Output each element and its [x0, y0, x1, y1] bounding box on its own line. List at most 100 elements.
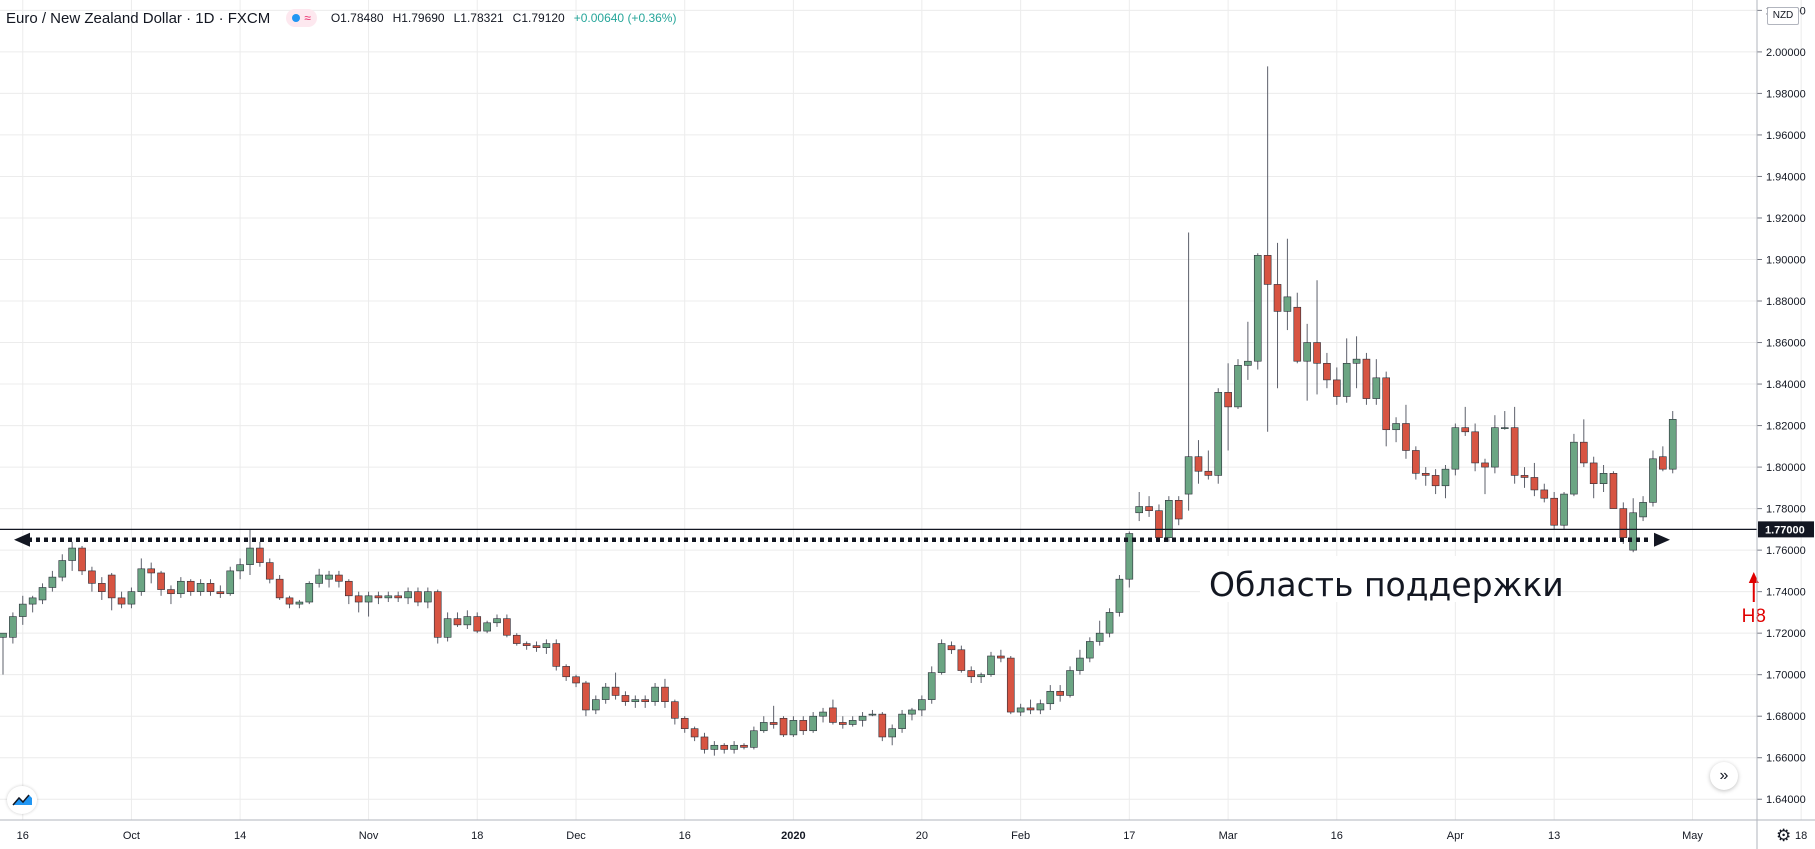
annotation-text-bg: [1200, 556, 1546, 602]
candle-body-down: [1609, 473, 1618, 509]
candle: [552, 639, 561, 671]
candle: [246, 529, 254, 576]
candle: [1540, 483, 1549, 503]
candle: [58, 554, 67, 582]
candle-body-up: [1283, 296, 1292, 312]
candle: [1036, 699, 1045, 715]
candle: [1006, 656, 1015, 715]
candle: [1224, 363, 1232, 451]
candle: [1095, 620, 1104, 646]
candle: [433, 589, 442, 644]
candle-body-down: [1323, 362, 1331, 381]
candle: [0, 632, 7, 675]
candle-body-down: [167, 589, 175, 595]
x-tick-label: Oct: [123, 830, 140, 842]
high-value: H1.79690: [392, 11, 445, 25]
candle-body-up: [1105, 612, 1114, 634]
gear-icon[interactable]: ⚙: [1776, 826, 1792, 845]
candle-body-up: [927, 672, 936, 700]
candle: [532, 641, 541, 652]
tradingview-logo-icon[interactable]: [7, 786, 37, 814]
candle: [690, 726, 699, 742]
candle-body-up: [542, 643, 551, 648]
candle: [591, 695, 600, 715]
candle-body-up: [1046, 690, 1055, 705]
candle-body-down: [285, 597, 294, 605]
candle-body-down: [1402, 423, 1410, 451]
instrument-title: Euro / New Zealand Dollar · 1D · FXCM: [6, 9, 271, 27]
y-tick-label: 1.94000: [1766, 171, 1806, 183]
candle: [987, 651, 995, 677]
candle-body-up: [1234, 365, 1242, 408]
open-value: O1.78480: [330, 11, 384, 25]
candle-body-up: [1668, 419, 1677, 470]
scroll-to-latest-icon[interactable]: »: [1710, 762, 1738, 790]
candle-body-up: [710, 744, 719, 750]
candle-body-down: [522, 643, 531, 646]
candle: [522, 641, 531, 650]
candle-body-up: [1086, 641, 1094, 659]
candle-body-down: [621, 695, 630, 702]
candle-body-up: [127, 591, 136, 605]
candle-body-up: [987, 655, 995, 675]
candle: [582, 680, 590, 717]
candle: [641, 695, 650, 708]
candle: [78, 545, 86, 576]
h8-marker-label: H8: [1742, 606, 1766, 627]
candle-body-down: [1471, 431, 1479, 464]
currency-badge[interactable]: NZD: [1767, 7, 1799, 25]
candle-body-up: [463, 616, 472, 626]
candle-body-up: [1184, 456, 1193, 495]
candle-body-down: [335, 574, 343, 582]
support-area-label: Область поддержки: [1209, 565, 1564, 604]
candle: [621, 691, 630, 706]
candle: [730, 741, 738, 754]
candle: [769, 705, 778, 729]
candle: [1076, 649, 1084, 675]
candle: [680, 716, 689, 733]
candle-body-up: [1016, 707, 1025, 713]
candle: [1174, 496, 1183, 526]
candle-body-down: [186, 580, 195, 592]
candle: [98, 577, 106, 600]
candle-body-down: [453, 618, 462, 626]
candle-body-up: [18, 603, 27, 617]
candle: [117, 591, 126, 609]
x-tick-label: Mar: [1219, 830, 1238, 842]
x-tick-label: 14: [234, 830, 246, 842]
x-tick-label: Apr: [1447, 830, 1464, 842]
candle-body-down: [1263, 255, 1272, 285]
candle: [68, 541, 76, 571]
candle: [127, 587, 136, 609]
candle: [1580, 419, 1588, 468]
visibility-toggle-icon[interactable]: ≈: [286, 9, 317, 27]
candle: [147, 562, 155, 584]
candle: [1066, 666, 1074, 698]
candle-body-up: [868, 713, 877, 716]
candle: [88, 566, 96, 592]
candle-body-down: [1145, 506, 1153, 511]
candle: [937, 639, 946, 675]
candle-body-up: [1303, 342, 1311, 362]
candle-body-up: [1491, 427, 1499, 468]
candle: [671, 699, 679, 725]
candle: [809, 712, 817, 733]
candle-body-up: [1639, 502, 1647, 518]
candle: [265, 558, 274, 584]
candle: [601, 682, 610, 704]
candle: [1668, 411, 1677, 474]
candle-body-down: [1204, 470, 1213, 476]
candle: [1649, 450, 1657, 507]
candle: [1530, 462, 1539, 497]
level-price-marker-bg: [1758, 521, 1814, 538]
candle: [1026, 699, 1035, 715]
candle-body-down: [157, 572, 165, 590]
candle: [473, 612, 482, 634]
candle: [898, 709, 906, 733]
x-tick-label: 17: [1123, 830, 1135, 842]
candle: [1372, 359, 1381, 405]
candle-body-down: [473, 616, 482, 632]
candle-body-down: [967, 670, 976, 678]
